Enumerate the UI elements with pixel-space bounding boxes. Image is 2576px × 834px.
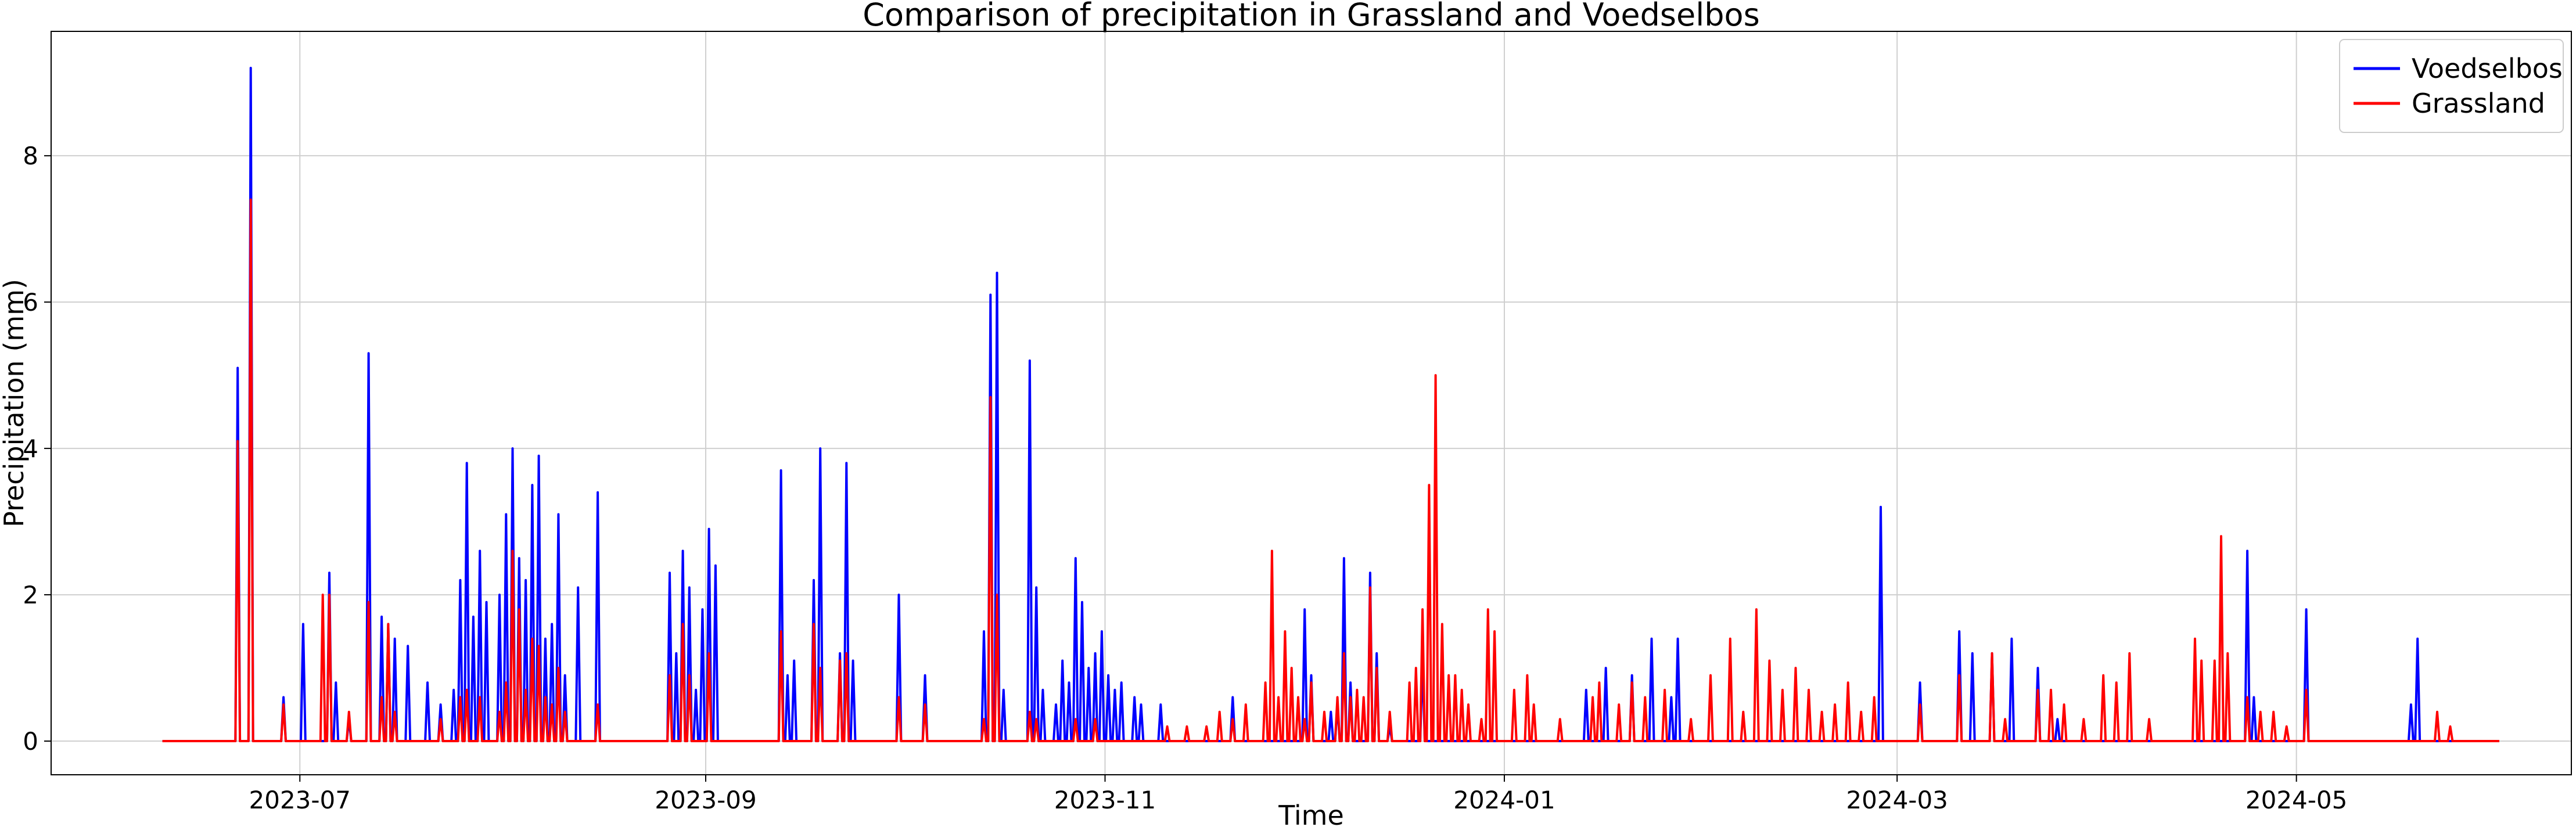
x-axis-label: Time [1278,800,1344,831]
y-tick-label: 6 [23,288,38,317]
x-tick-label: 2024-01 [1453,786,1555,814]
chart-title: Comparison of precipitation in Grassland… [863,0,1759,33]
legend-label-grassland: Grassland [2412,88,2545,119]
grid [51,31,2571,775]
x-tick-label: 2024-05 [2246,786,2348,814]
x-tick-label: 2024-03 [1846,786,1948,814]
plot-frame [51,31,2572,775]
legend: Voedselbos Grassland [2339,39,2564,133]
axis-ticks: 0 2 4 6 8 2023-07 2023-09 2023-11 2024-01 2024-03… [23,142,2347,814]
x-tick-label: 2023-11 [1054,786,1156,814]
x-tick-label: 2023-07 [249,786,351,814]
y-axis-label: Precipitation (mm) [0,279,30,527]
y-tick-label: 2 [23,581,38,609]
legend-box [2339,39,2564,133]
x-tick-label: 2023-09 [655,786,757,814]
y-tick-label: 8 [23,142,38,170]
series-layer [162,67,2499,742]
legend-label-voedselbos: Voedselbos [2412,53,2563,84]
y-tick-label: 0 [23,727,38,756]
y-tick-label: 4 [23,434,38,463]
series-line-grassland [162,198,2499,742]
